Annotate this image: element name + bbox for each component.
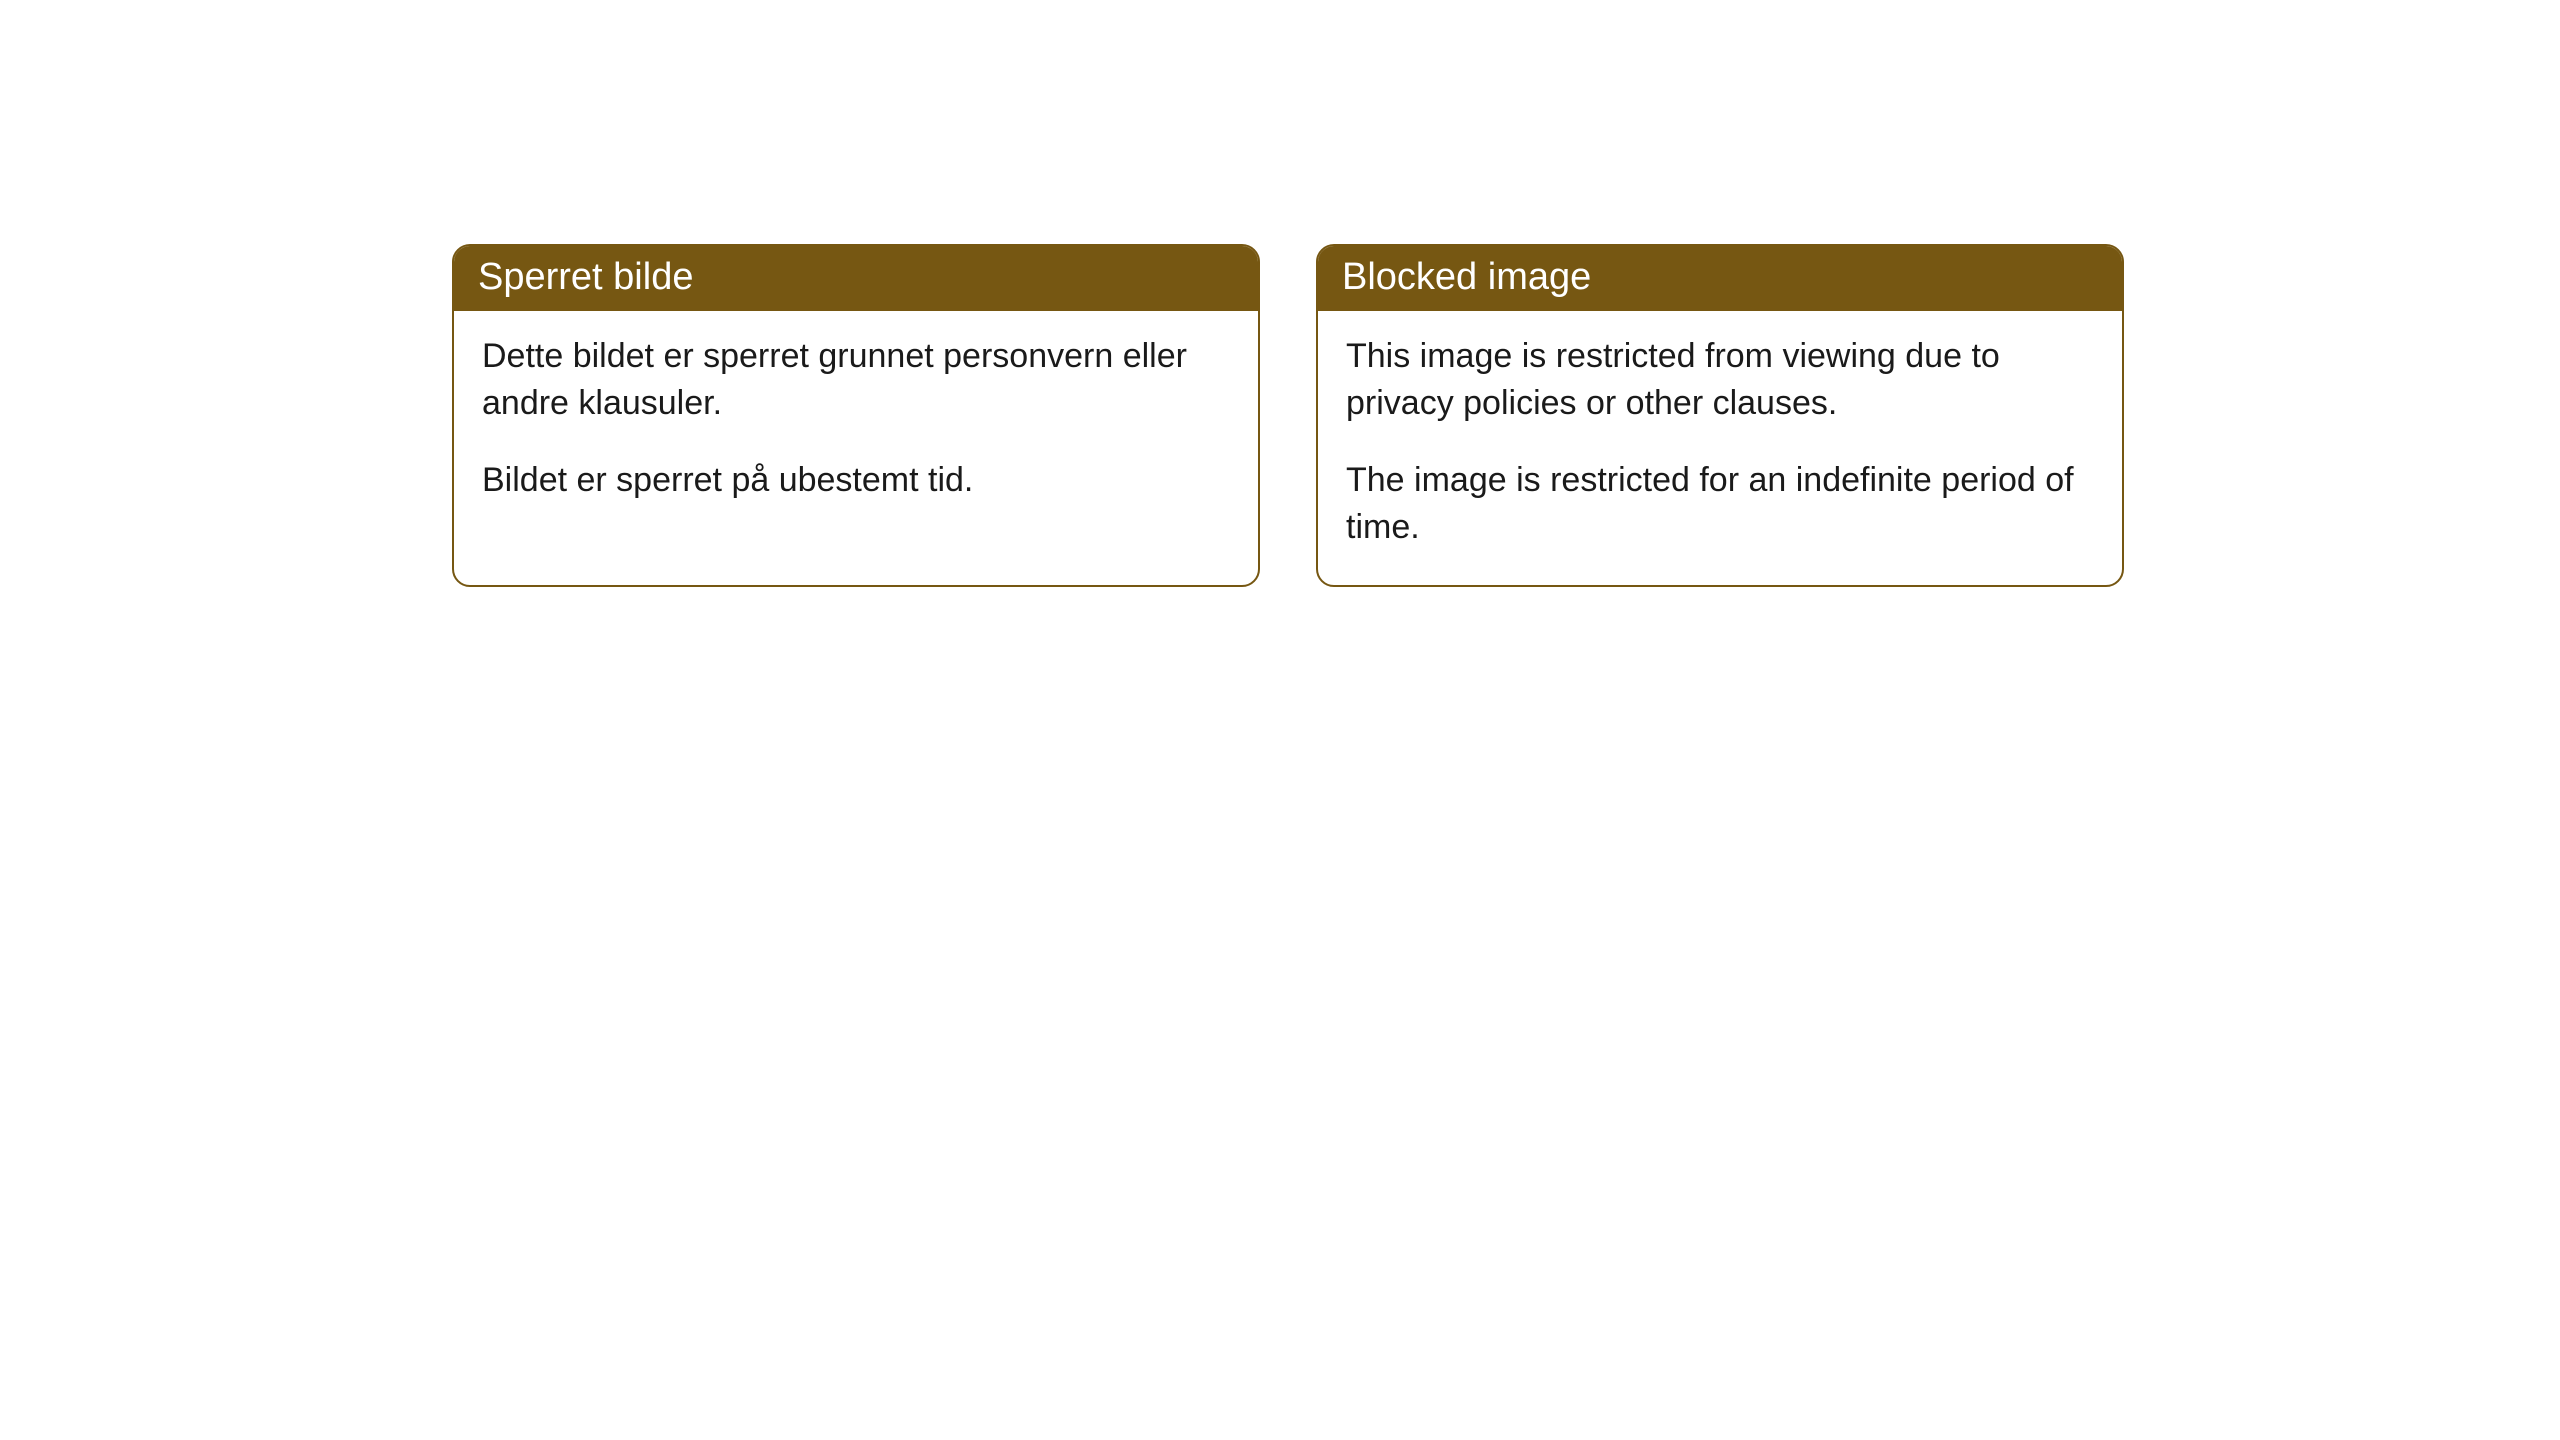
- card-paragraph: Dette bildet er sperret grunnet personve…: [482, 333, 1230, 427]
- card-paragraph: This image is restricted from viewing du…: [1346, 333, 2094, 427]
- card-header-norwegian: Sperret bilde: [454, 246, 1258, 311]
- card-paragraph: The image is restricted for an indefinit…: [1346, 457, 2094, 551]
- notice-card-english: Blocked image This image is restricted f…: [1316, 244, 2124, 587]
- card-body-english: This image is restricted from viewing du…: [1318, 311, 2122, 585]
- card-body-norwegian: Dette bildet er sperret grunnet personve…: [454, 311, 1258, 538]
- notice-card-norwegian: Sperret bilde Dette bildet er sperret gr…: [452, 244, 1260, 587]
- notice-cards-container: Sperret bilde Dette bildet er sperret gr…: [452, 244, 2124, 587]
- card-paragraph: Bildet er sperret på ubestemt tid.: [482, 457, 1230, 504]
- card-header-english: Blocked image: [1318, 246, 2122, 311]
